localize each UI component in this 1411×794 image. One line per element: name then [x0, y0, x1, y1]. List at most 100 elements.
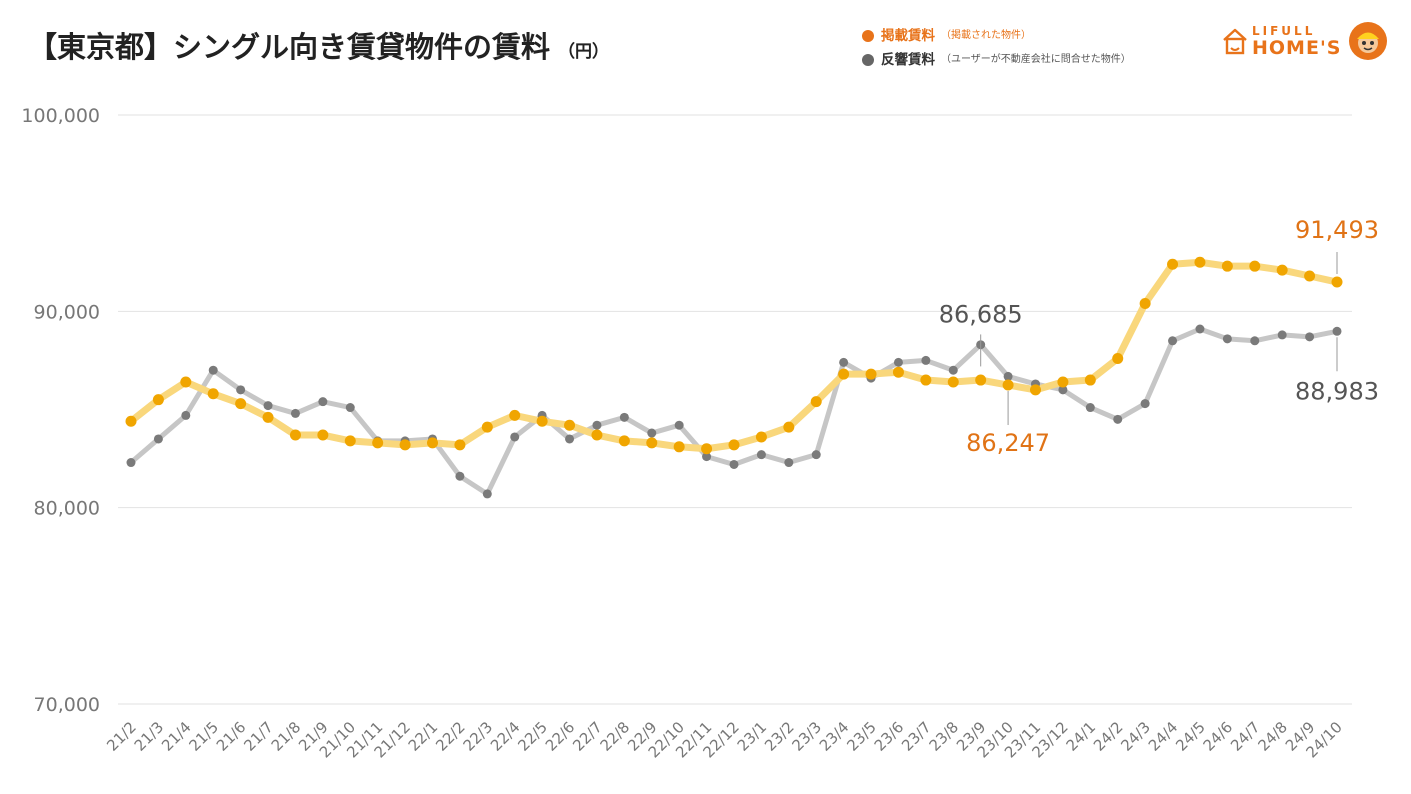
- series-line-listing-rent: [127, 258, 1341, 453]
- data-point-response-rent: [263, 401, 273, 411]
- legend-item-name: 掲載賃料: [881, 28, 935, 44]
- legend-item-response-rent: 反響賃料 （ユーザーが不動産会社に問合せた物件）: [862, 48, 1131, 72]
- brand-logo-line1: LIFULL: [1252, 23, 1316, 38]
- x-axis: 21/221/321/421/521/621/721/821/921/1021/…: [103, 718, 1346, 761]
- data-point-response-rent: [1113, 414, 1123, 424]
- data-point-listing-rent: [399, 439, 411, 451]
- legend-item-listing-rent: 掲載賃料 （掲載された物件）: [862, 24, 1131, 48]
- y-tick-label: 90,000: [34, 301, 100, 323]
- data-point-response-rent: [208, 365, 218, 375]
- data-point-response-rent: [181, 410, 191, 420]
- data-point-listing-rent: [289, 429, 301, 441]
- x-tick-label: 23/2: [761, 718, 798, 755]
- data-point-response-rent: [811, 450, 821, 460]
- x-tick-label: 24/4: [1145, 718, 1182, 755]
- x-tick-label: 21/6: [213, 718, 250, 755]
- x-tick-label: 22/2: [432, 718, 469, 755]
- data-point-response-rent: [1140, 399, 1150, 409]
- data-point-listing-rent: [152, 394, 164, 406]
- data-point-listing-rent: [344, 435, 356, 447]
- data-point-listing-rent: [1057, 376, 1069, 388]
- data-label: 86,247: [966, 429, 1050, 457]
- data-point-response-rent: [948, 365, 958, 375]
- x-tick-label: 23/3: [789, 718, 826, 755]
- brand-logo-line2: HOME'S: [1252, 36, 1342, 59]
- data-point-listing-rent: [262, 411, 274, 423]
- data-point-response-rent: [784, 458, 794, 468]
- x-tick-label: 22/1: [405, 718, 442, 755]
- x-tick-label: 23/4: [816, 718, 853, 755]
- data-point-listing-rent: [1030, 384, 1041, 396]
- data-point-listing-rent: [180, 376, 192, 388]
- x-tick-label: 21/8: [268, 718, 305, 755]
- x-tick-label: 22/4: [487, 718, 524, 755]
- y-axis: 70,000 80,000 90,000 100,000: [21, 105, 100, 716]
- data-point-response-rent: [318, 397, 328, 407]
- y-tick-label: 70,000: [34, 694, 100, 716]
- data-point-response-rent: [1168, 336, 1178, 346]
- x-tick-label: 24/2: [1090, 718, 1127, 755]
- legend-item-note: （掲載された物件）: [941, 30, 1031, 41]
- data-point-response-rent: [1305, 332, 1315, 342]
- x-tick-label: 24/6: [1200, 718, 1237, 755]
- data-point-response-rent: [619, 412, 629, 422]
- data-point-listing-rent: [1167, 258, 1179, 270]
- data-point-response-rent: [1222, 334, 1232, 344]
- chart-series: [125, 256, 1343, 499]
- data-point-response-rent: [345, 403, 355, 413]
- data-point-listing-rent: [536, 415, 548, 427]
- x-tick-label: 23/6: [871, 718, 908, 755]
- x-tick-label: 22/5: [514, 718, 551, 755]
- data-point-listing-rent: [235, 398, 247, 410]
- data-point-response-rent: [565, 434, 575, 444]
- legend-item-name: 反響賃料: [881, 52, 935, 68]
- data-point-response-rent: [1277, 330, 1287, 340]
- data-point-listing-rent: [1276, 264, 1288, 276]
- data-point-listing-rent: [783, 421, 795, 433]
- series-line-response-rent: [128, 326, 1340, 497]
- data-point-listing-rent: [372, 437, 384, 449]
- data-point-listing-rent: [207, 388, 219, 400]
- x-tick-label: 23/1: [734, 718, 771, 755]
- data-point-response-rent: [1250, 336, 1260, 346]
- x-tick-label: 22/3: [460, 718, 497, 755]
- chart-title-unit: （円）: [558, 42, 610, 62]
- chart-title: 【東京都】シングル向き賃貸物件の賃料 （円）: [28, 24, 609, 66]
- data-point-response-rent: [153, 434, 163, 444]
- data-point-response-rent: [921, 355, 931, 365]
- data-label: 91,493: [1295, 216, 1379, 244]
- data-point-response-rent: [702, 452, 712, 462]
- data-point-listing-rent: [1304, 270, 1316, 282]
- x-tick-label: 21/3: [131, 718, 168, 755]
- data-point-listing-rent: [564, 419, 576, 431]
- x-tick-label: 22/6: [542, 718, 579, 755]
- x-tick-label: 24/1: [1063, 718, 1100, 755]
- x-tick-label: 21/4: [158, 718, 195, 755]
- x-tick-label: 21/5: [186, 718, 223, 755]
- chart-grid: [118, 114, 1352, 705]
- data-point-listing-rent: [1221, 260, 1233, 272]
- data-point-response-rent: [1195, 324, 1205, 334]
- data-point-listing-rent: [1249, 260, 1261, 272]
- data-point-listing-rent: [1194, 256, 1206, 268]
- data-point-listing-rent: [427, 437, 438, 449]
- x-tick-label: 24/3: [1117, 718, 1154, 755]
- x-tick-label: 21/2: [103, 718, 140, 755]
- legend-dot-icon: [862, 30, 874, 42]
- data-point-listing-rent: [646, 437, 658, 449]
- data-point-listing-rent: [975, 374, 987, 386]
- data-point-listing-rent: [618, 435, 630, 447]
- x-tick-label: 22/7: [569, 718, 606, 755]
- legend: 掲載賃料 （掲載された物件） 反響賃料 （ユーザーが不動産会社に問合せた物件）: [862, 24, 1131, 72]
- data-point-listing-rent: [810, 396, 822, 408]
- data-point-response-rent: [236, 385, 246, 395]
- data-point-listing-rent: [1331, 276, 1343, 288]
- data-point-listing-rent: [865, 368, 877, 380]
- x-tick-label: 23/7: [898, 718, 935, 755]
- data-point-listing-rent: [481, 421, 493, 433]
- data-point-response-rent: [455, 471, 465, 481]
- data-label: 86,685: [939, 300, 1023, 328]
- data-point-response-rent: [290, 408, 300, 418]
- data-point-listing-rent: [1139, 297, 1151, 309]
